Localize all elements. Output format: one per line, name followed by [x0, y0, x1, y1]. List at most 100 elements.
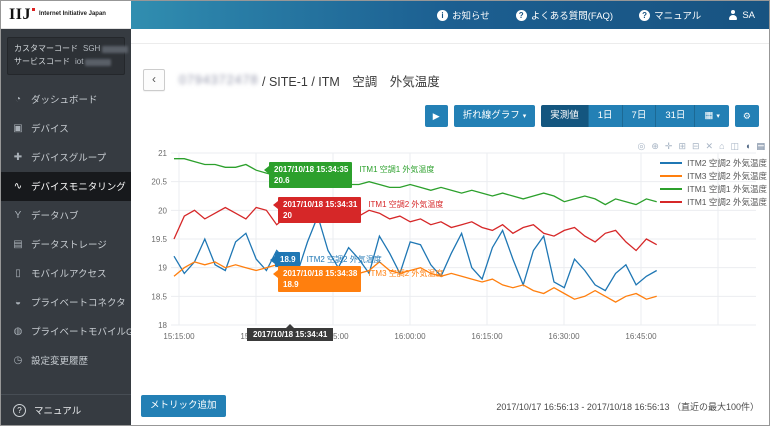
tooltip-time: 2017/10/18 15:34:38 [283, 269, 358, 278]
hover-label-blue: 18.9 ITM2 空調2 外気温度 [270, 252, 382, 268]
add-metric-button[interactable]: メトリック追加 [141, 395, 226, 417]
iij-logo[interactable]: IIJ Internet Initiative Japan [1, 1, 131, 29]
line-chart-canvas: 2120.52019.51918.51815:15:0015:30:0015:4… [151, 149, 756, 341]
sidebar-item[interactable]: ◔ ダッシュボード [1, 85, 131, 114]
x-tick-label: 16:00:00 [394, 332, 426, 341]
sidebar-item-label: プライベートモバイルGW [31, 327, 143, 339]
logo-text: IIJ [9, 5, 31, 23]
legend-label: ITM2 空調2 外気温度 [687, 157, 767, 168]
sidebar-item[interactable]: ◒ プライベートコネクタ [1, 288, 131, 317]
hover-label-green: 2017/10/18 15:34:35 20.6 ITM1 空調1 外気温度 [263, 162, 434, 189]
spike-lines-icon[interactable]: ◫ [730, 141, 740, 151]
sidebar-item-label: データハブ [31, 211, 79, 223]
range-button-group: 実測値 1日 7日 31日 ▦ ▾ [541, 105, 729, 127]
tooltip-time: 2017/10/18 15:34:31 [283, 200, 358, 209]
customer-code-masked [102, 45, 129, 53]
play-button[interactable]: ▶ [424, 105, 448, 127]
customer-code-row: カスタマーコード SGH [14, 43, 129, 56]
private-connector-icon: ◒ [14, 296, 22, 308]
reset-axes-icon[interactable]: ⌂ [719, 141, 725, 151]
service-code-value: iot [75, 56, 84, 66]
legend-label: ITM1 空調2 外気温度 [687, 196, 767, 207]
grid-lines [171, 152, 756, 326]
zoom-in-icon[interactable]: ⊞ [678, 141, 686, 151]
chevron-down-icon: ▾ [522, 113, 527, 120]
sidebar-item-label: プライベートコネクタ [31, 298, 126, 310]
chevron-down-icon: ▾ [716, 113, 720, 120]
chart-legend: ITM2 空調2 外気温度 ITM3 空調2 外気温度 ITM1 空調1 外気温度 I… [660, 156, 767, 208]
legend-line-sample [660, 161, 683, 164]
sidebar-item[interactable]: ▣ デバイス [1, 114, 131, 143]
nav-item-notice[interactable]: i お知らせ [436, 8, 490, 22]
sidebar-item[interactable]: ◷ 設定変更履歴 [1, 346, 131, 375]
tooltip-value: 20 [283, 211, 292, 221]
main-content: ‹ 0794372478 / SITE-1 / ITM 空調 外気温度 ▶ 折れ… [131, 29, 769, 425]
hover-compare-icon[interactable]: ▤ [756, 141, 765, 151]
nav-item-account[interactable]: SA [727, 9, 755, 21]
x-tick-label: 16:45:00 [625, 332, 657, 341]
tooltip-time: 2017/10/18 15:34:35 [274, 165, 349, 174]
top-navbar: i お知らせ ? よくある質問(FAQ) ? マニュアル SA IIJ Internet I… [1, 1, 769, 29]
sidebar-item-label: デバイスモニタリング [31, 182, 126, 194]
x-tick-label: 16:30:00 [548, 332, 580, 341]
legend-item[interactable]: ITM1 空調1 外気温度 [660, 182, 767, 195]
zoom-out-icon[interactable]: ⊟ [692, 141, 700, 151]
info-icon: i [436, 9, 448, 21]
sidebar: カスタマーコード SGH サービスコード iot ◔ ダッシュボード ▣ デバイス ✚ デ… [1, 29, 143, 425]
sidebar-item[interactable]: Y データハブ [1, 201, 131, 230]
sidebar-item[interactable]: ▤ データストレージ [1, 230, 131, 259]
sidebar-item[interactable]: ▯ モバイルアクセス [1, 259, 131, 288]
range-button[interactable]: 1日 [587, 105, 622, 127]
legend-line-sample [660, 200, 683, 203]
series-line-ITM2 空調2 外気温度 [173, 214, 658, 292]
autoscale-icon[interactable]: ✕ [705, 141, 714, 151]
data-hub-icon: Y [14, 209, 22, 221]
range-button[interactable]: 実測値 [541, 105, 588, 127]
question-icon: ? [515, 9, 527, 21]
header-divider [131, 43, 769, 44]
chart-toolbar: ▶ 折れ線グラフ ▾ 実測値 1日 7日 31日 ▦ ▾ ⚙ [424, 105, 759, 127]
legend-item[interactable]: ITM3 空調2 外気温度 [660, 169, 767, 182]
service-code-label: サービスコード [14, 56, 70, 66]
y-tick-label: 20 [158, 206, 167, 215]
sidebar-item[interactable]: ✚ デバイスグループ [1, 143, 131, 172]
sidebar-item-label: ダッシュボード [31, 95, 98, 107]
nav-item-faq[interactable]: ? よくある質問(FAQ) [515, 8, 613, 22]
tooltip-value: 20.6 [274, 176, 290, 186]
sidebar-item[interactable]: ◍ プライベートモバイルGW [1, 317, 143, 346]
camera-icon[interactable]: ◎ [637, 141, 646, 151]
hover-label-red: 2017/10/18 15:34:31 20 ITM1 空調2 外気温度 [272, 197, 443, 224]
calendar-dropdown[interactable]: ▦ ▾ [694, 105, 729, 127]
chart-type-label: 折れ線グラフ [462, 110, 520, 121]
range-button[interactable]: 31日 [655, 105, 695, 127]
legend-item[interactable]: ITM1 空調2 外気温度 [660, 195, 767, 208]
hover-closest-icon[interactable]: ◖ [745, 141, 751, 151]
logo-subtext: Internet Initiative Japan [38, 11, 106, 18]
sidebar-item-label: 設定変更履歴 [31, 356, 89, 368]
nav-item-manual[interactable]: ? マニュアル [639, 8, 701, 22]
y-tick-label: 20.5 [151, 178, 167, 187]
account-codes: カスタマーコード SGH サービスコード iot [7, 37, 129, 75]
mobile-access-icon: ▯ [15, 267, 21, 279]
sidebar-item-manual[interactable]: ? マニュアル [1, 394, 131, 425]
back-button[interactable]: ‹ [143, 69, 165, 91]
pan-icon[interactable]: ✛ [664, 141, 673, 151]
legend-item[interactable]: ITM2 空調2 外気温度 [660, 156, 767, 169]
logo-red-dot [31, 8, 35, 11]
tooltip-series-label: ITM1 空調2 外気温度 [368, 200, 444, 209]
chart-type-dropdown[interactable]: 折れ線グラフ ▾ [453, 105, 536, 127]
sidebar-item-label: データストレージ [31, 240, 107, 252]
y-tick-label: 19.5 [151, 235, 167, 244]
customer-code-label: カスタマーコード [14, 44, 78, 53]
hover-label-orange: 2017/10/18 15:34:38 18.9 ITM3 空調2 外気温度 [272, 266, 443, 293]
settings-button[interactable]: ⚙ [734, 105, 759, 127]
sidebar-item-label: デバイス [31, 124, 69, 136]
y-tick-label: 18.5 [151, 292, 167, 301]
sidebar-item[interactable]: ∿ デバイスモニタリング [1, 171, 131, 201]
range-button[interactable]: 7日 [621, 105, 656, 127]
x-axis-tooltip: 2017/10/18 15:34:41 [247, 324, 334, 341]
question-icon: ? [639, 9, 651, 21]
zoom-icon[interactable]: ⊕ [651, 141, 659, 151]
tooltip-series-label: ITM2 空調2 外気温度 [306, 255, 382, 264]
